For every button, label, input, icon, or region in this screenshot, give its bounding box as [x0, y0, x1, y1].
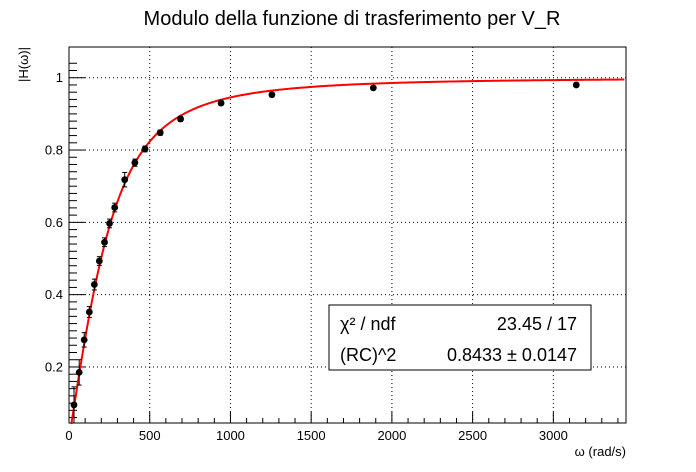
data-point — [75, 359, 83, 386]
data-marker — [70, 401, 78, 409]
x-axis-label: ω (rad/s) — [575, 444, 626, 459]
stats-row2-value: 0.8433 ± 0.0147 — [447, 345, 577, 365]
grid — [68, 47, 626, 423]
x-tick-label: 0 — [65, 428, 72, 443]
data-point — [106, 218, 113, 229]
data-point — [141, 145, 149, 153]
stats-box: χ² / ndf 23.45 / 17 (RC)^2 0.8433 ± 0.01… — [328, 304, 592, 371]
data-point — [90, 278, 98, 291]
plot-frame — [68, 46, 627, 424]
data-point — [95, 256, 103, 266]
data-marker — [572, 81, 580, 89]
stats-box-frame — [328, 304, 592, 371]
data-marker — [111, 204, 119, 211]
y-tick-label: 0.2 — [45, 359, 63, 374]
data-marker — [369, 84, 377, 92]
y-tick-label: 0.8 — [45, 143, 63, 158]
axis-ticks — [68, 62, 619, 423]
data-marker — [268, 91, 276, 99]
stats-row2-label: (RC)^2 — [340, 345, 396, 365]
data-marker — [101, 238, 108, 246]
data-point — [70, 386, 78, 424]
data-marker — [131, 159, 139, 167]
data-point — [80, 332, 88, 348]
x-tick-label: 1500 — [297, 428, 326, 443]
stats-row1-label: χ² / ndf — [340, 314, 396, 334]
x-tick-label: 1000 — [216, 428, 245, 443]
data-point — [177, 115, 184, 123]
y-tick-label: 0.6 — [45, 215, 63, 230]
data-marker — [106, 220, 113, 227]
y-tick-label: 1 — [56, 70, 63, 85]
data-marker — [95, 257, 103, 265]
x-tick-label: 2500 — [458, 428, 487, 443]
x-tick-label: 2000 — [377, 428, 406, 443]
data-point — [85, 306, 93, 318]
data-point — [131, 158, 139, 167]
x-tick-label: 3000 — [539, 428, 568, 443]
stats-row1-value: 23.45 / 17 — [497, 314, 577, 334]
data-point — [217, 99, 225, 107]
tick-labels: 0 500 1000 1500 2000 2500 3000 0.2 0.4 0.6 0.8 1 — [45, 70, 568, 443]
data-marker — [85, 308, 93, 316]
data-marker — [177, 115, 184, 123]
data-point — [101, 237, 108, 248]
data-point — [369, 84, 377, 92]
data-point — [268, 91, 276, 99]
data-marker — [75, 368, 83, 376]
x-tick-label: 500 — [139, 428, 161, 443]
data-marker — [80, 336, 88, 344]
data-marker — [90, 281, 98, 288]
data-point — [156, 129, 164, 137]
data-point — [111, 202, 119, 213]
data-points — [70, 81, 580, 424]
data-marker — [121, 176, 129, 184]
chart-title: Modulo della funzione di trasferimento p… — [144, 8, 561, 30]
data-marker — [217, 99, 225, 107]
y-tick-label: 0.4 — [45, 287, 63, 302]
data-point — [121, 171, 129, 188]
data-marker — [156, 129, 164, 137]
fit-curve — [70, 78, 625, 424]
data-point — [572, 81, 580, 89]
y-axis-label: |H(ω)| — [16, 47, 31, 82]
data-marker — [141, 145, 149, 153]
